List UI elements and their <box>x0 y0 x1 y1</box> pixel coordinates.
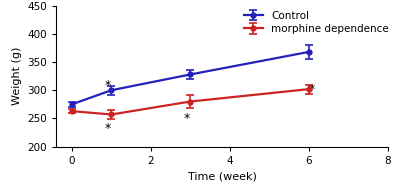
Text: *: * <box>105 122 111 135</box>
Legend: Control, morphine dependence: Control, morphine dependence <box>244 11 389 34</box>
X-axis label: Time (week): Time (week) <box>188 171 256 181</box>
Text: *: * <box>184 112 190 125</box>
Y-axis label: Weight (g): Weight (g) <box>12 47 22 105</box>
Text: *: * <box>105 79 111 92</box>
Text: *: * <box>309 83 315 96</box>
